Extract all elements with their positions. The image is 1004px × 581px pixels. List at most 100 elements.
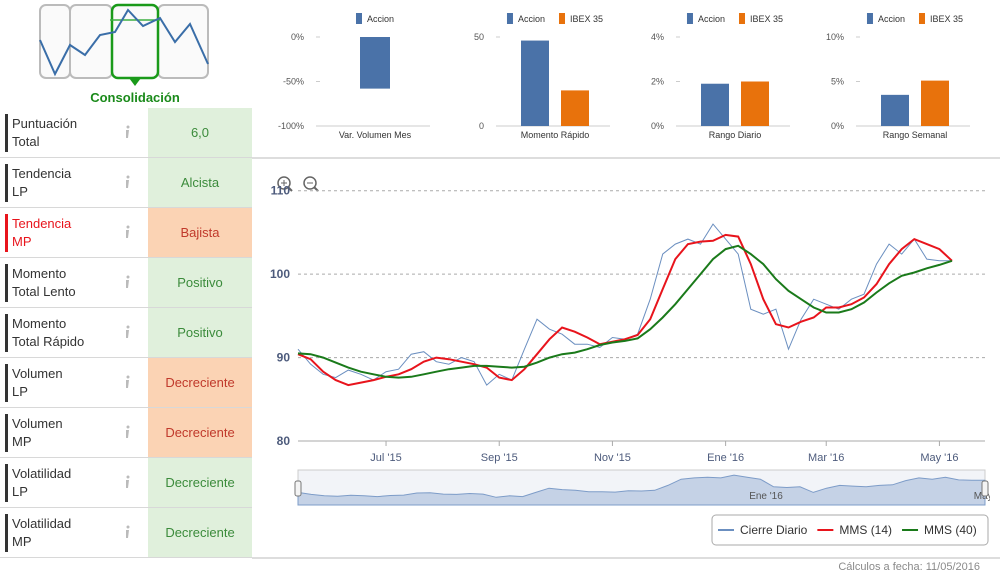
x-tick-label: Rango Semanal	[883, 130, 948, 140]
row-marker	[5, 264, 8, 302]
y-tick-label: 90	[277, 351, 291, 365]
legend-swatch	[686, 13, 693, 24]
x-tick-label: Ene '16	[707, 452, 744, 464]
y-tick-label: 0%	[831, 121, 844, 131]
row-value: Alcista	[148, 158, 252, 207]
navigator-handle[interactable]	[981, 480, 989, 497]
bar	[921, 80, 949, 126]
row-label-line: Puntuación	[12, 116, 78, 131]
legend-swatch	[558, 13, 565, 24]
y-tick-label: 0%	[291, 32, 304, 42]
score-row: Momento Total Lento Positivo	[0, 258, 252, 308]
x-tick-label: Var. Volumen Mes	[339, 130, 412, 140]
x-tick-label: Nov '15	[594, 452, 631, 464]
x-tick-label: Momento Rápido	[521, 130, 590, 140]
row-label-line: Volatilidad	[12, 516, 72, 531]
score-row: Puntuación Total 6,0	[0, 108, 252, 158]
row-label-line: MP	[12, 534, 32, 549]
x-tick-label: May '16	[920, 452, 958, 464]
row-value: Positivo	[148, 308, 252, 357]
legend-label: Accion	[698, 14, 725, 24]
row-label-line: Momento	[12, 316, 67, 331]
info-icon[interactable]	[123, 425, 133, 439]
row-label: Momento Total Rápido	[12, 315, 84, 351]
row-value: Decreciente	[148, 508, 252, 557]
legend-label: Accion	[518, 14, 545, 24]
row-label-line: LP	[12, 484, 28, 499]
row-label-line: Total Lento	[12, 284, 76, 299]
navigator-area	[297, 474, 986, 506]
y-tick-label: 10%	[826, 32, 844, 42]
row-label: Momento Total Lento	[12, 265, 76, 301]
row-label-line: Momento	[12, 266, 67, 281]
phase-box	[69, 4, 113, 79]
bar	[561, 90, 589, 126]
legend-label: IBEX 35	[930, 14, 963, 24]
bar	[881, 94, 909, 126]
row-marker	[5, 414, 8, 452]
info-icon[interactable]	[123, 225, 133, 239]
row-label-line: Tendencia	[12, 166, 72, 181]
series-line	[297, 223, 952, 386]
score-row: Volatilidad LP Decreciente	[0, 458, 252, 508]
y-tick-label: 100	[270, 267, 290, 281]
indicator-panel: Consolidación Puntuación Total 6,0 Tendenci…	[0, 0, 252, 560]
info-icon[interactable]	[123, 525, 133, 539]
phase-box	[157, 4, 209, 79]
phase-box	[39, 4, 71, 79]
legend-swatch	[506, 13, 513, 24]
score-row: Volumen LP Decreciente	[0, 358, 252, 408]
x-tick-label: Jul '15	[370, 452, 401, 464]
row-marker	[5, 464, 8, 502]
row-label: Volumen MP	[12, 415, 63, 451]
row-label: Volumen LP	[12, 365, 63, 401]
pointer	[129, 78, 141, 86]
navigator-label: May '16	[974, 491, 1004, 502]
indicator-icon: Consolidación	[39, 3, 209, 105]
row-marker	[5, 514, 8, 552]
row-value: Decreciente	[148, 358, 252, 407]
legend: Accion	[355, 13, 394, 24]
row-value: Decreciente	[148, 408, 252, 457]
info-icon[interactable]	[123, 275, 133, 289]
phase-box-active	[110, 3, 160, 80]
legend-box	[711, 514, 989, 546]
legend-label: IBEX 35	[570, 14, 603, 24]
x-tick-label: Rango Diario	[709, 130, 762, 140]
y-tick-label: 5%	[831, 77, 844, 87]
score-row: Tendencia MP Bajista	[0, 208, 252, 258]
series-line	[297, 244, 953, 379]
navigator-handle[interactable]	[294, 480, 302, 497]
info-icon[interactable]	[123, 175, 133, 189]
row-label-line: Total Rápido	[12, 334, 85, 349]
x-tick-label: Sep '15	[481, 452, 518, 464]
y-tick-label: -50%	[283, 77, 304, 87]
row-marker	[5, 114, 8, 152]
score-row: Volatilidad MP Decreciente	[0, 508, 252, 558]
legend-label: MMS (40)	[924, 523, 977, 537]
info-icon[interactable]	[123, 325, 133, 339]
legend-swatch	[738, 13, 745, 24]
row-label: Volatilidad MP	[12, 515, 71, 551]
legend-label: MMS (14)	[839, 523, 892, 537]
zoom-in[interactable]	[277, 176, 293, 192]
row-label: Tendencia LP	[12, 165, 71, 201]
row-value: 6,0	[148, 108, 252, 157]
info-icon[interactable]	[123, 125, 133, 139]
bar	[741, 81, 769, 126]
row-label-line: MP	[12, 434, 32, 449]
navigator-bg	[297, 469, 986, 506]
zoom-out[interactable]	[303, 176, 319, 192]
row-marker	[5, 314, 8, 352]
info-icon[interactable]	[123, 475, 133, 489]
bar	[360, 37, 390, 89]
legend: Accion IBEX 35	[686, 13, 783, 24]
row-label-line: Volumen	[12, 416, 63, 431]
y-tick-label: 0%	[651, 121, 664, 131]
row-label: Tendencia MP	[12, 215, 71, 251]
row-marker	[5, 214, 8, 252]
info-icon[interactable]	[123, 375, 133, 389]
score-row: Volumen MP Decreciente	[0, 408, 252, 458]
trend-line	[39, 8, 209, 77]
